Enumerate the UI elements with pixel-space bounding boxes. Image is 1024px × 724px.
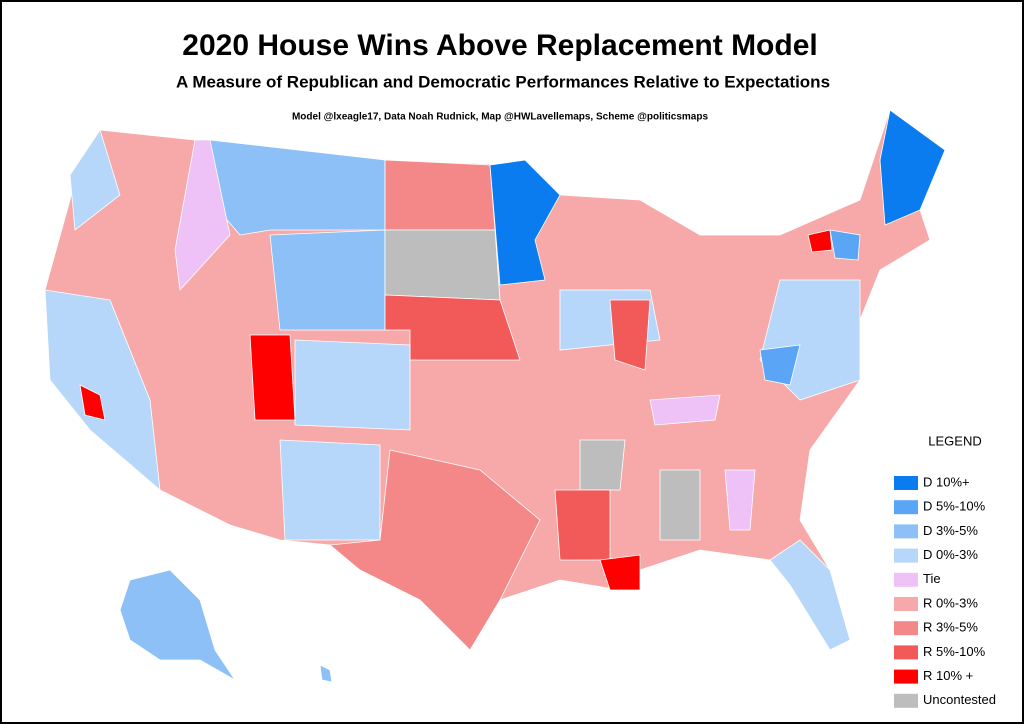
region bbox=[384, 229, 501, 301]
legend-swatch bbox=[894, 548, 918, 563]
region bbox=[119, 569, 236, 681]
legend-swatch bbox=[894, 476, 918, 490]
region bbox=[269, 229, 386, 331]
subtitle: A Measure of Republican and Democratic P… bbox=[176, 72, 830, 91]
region bbox=[879, 109, 946, 226]
legend-label: R 10% + bbox=[923, 668, 973, 683]
legend-label: Uncontested bbox=[923, 692, 996, 707]
region bbox=[769, 539, 851, 651]
legend-swatch bbox=[894, 597, 918, 611]
legend-label: Tie bbox=[923, 571, 941, 586]
region bbox=[69, 129, 121, 231]
legend-label: D 10%+ bbox=[923, 474, 970, 489]
legend-label: R 0%-3% bbox=[923, 595, 978, 610]
region bbox=[384, 159, 496, 231]
legend-label: D 5%-10% bbox=[923, 499, 986, 514]
credits: Model @lxeagle17, Data Noah Rudnick, Map… bbox=[292, 112, 708, 123]
legend-title: LEGEND bbox=[928, 433, 981, 448]
legend-swatch bbox=[894, 572, 918, 587]
legend-swatch bbox=[894, 524, 918, 539]
region bbox=[599, 554, 641, 591]
region bbox=[279, 439, 381, 541]
legend: D 10%+ D 5%-10% D 3%-5% D 0%-3% Tie R 0%-3% R … bbox=[894, 474, 996, 708]
legend-label: D 3%-5% bbox=[923, 523, 978, 538]
legend-swatch bbox=[894, 621, 918, 636]
legend-label: R 5%-10% bbox=[923, 644, 986, 659]
region bbox=[649, 394, 721, 426]
region bbox=[807, 229, 833, 253]
legend-swatch bbox=[894, 645, 918, 660]
us-map bbox=[44, 109, 946, 683]
legend-swatch bbox=[894, 669, 918, 684]
region bbox=[609, 299, 651, 371]
region bbox=[174, 139, 231, 291]
title: 2020 House Wins Above Replacement Model bbox=[182, 29, 817, 62]
region bbox=[329, 449, 541, 651]
region bbox=[579, 439, 626, 491]
region bbox=[759, 344, 801, 386]
region bbox=[554, 489, 611, 561]
region bbox=[249, 334, 296, 421]
region bbox=[489, 159, 561, 286]
legend-swatch bbox=[894, 693, 918, 708]
region bbox=[829, 229, 861, 261]
region bbox=[319, 664, 333, 683]
region bbox=[44, 289, 161, 491]
region bbox=[659, 469, 701, 541]
legend-swatch bbox=[894, 500, 918, 515]
region bbox=[294, 339, 411, 431]
region bbox=[79, 384, 106, 421]
region bbox=[724, 469, 756, 531]
legend-label: D 0%-3% bbox=[923, 547, 978, 562]
legend-label: R 3%-5% bbox=[923, 620, 978, 635]
